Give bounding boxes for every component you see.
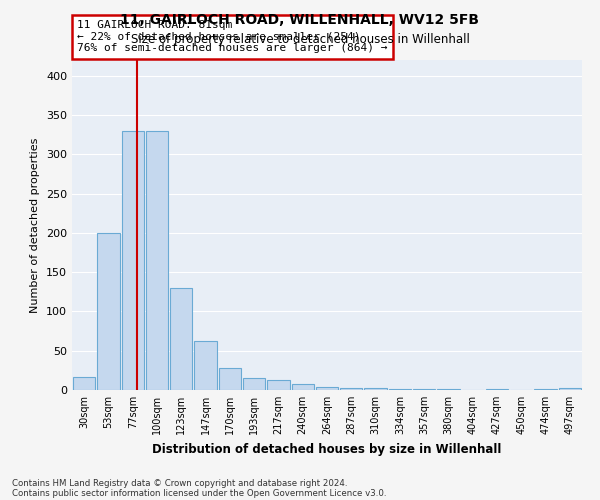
Text: Contains HM Land Registry data © Crown copyright and database right 2024.: Contains HM Land Registry data © Crown c… bbox=[12, 478, 347, 488]
Bar bbox=[122, 130, 144, 390]
Text: Size of property relative to detached houses in Willenhall: Size of property relative to detached ho… bbox=[131, 32, 469, 46]
Text: Contains public sector information licensed under the Open Government Licence v3: Contains public sector information licen… bbox=[12, 488, 386, 498]
Bar bbox=[97, 233, 119, 390]
Text: 11, GAIRLOCH ROAD, WILLENHALL, WV12 5FB: 11, GAIRLOCH ROAD, WILLENHALL, WV12 5FB bbox=[121, 12, 479, 26]
Bar bbox=[486, 389, 508, 390]
Y-axis label: Number of detached properties: Number of detached properties bbox=[31, 138, 40, 312]
Bar bbox=[413, 389, 436, 390]
Bar bbox=[389, 389, 411, 390]
Bar bbox=[194, 342, 217, 390]
Bar bbox=[73, 376, 95, 390]
Bar bbox=[146, 130, 168, 390]
Bar bbox=[437, 389, 460, 390]
Bar bbox=[316, 387, 338, 390]
Bar bbox=[364, 388, 387, 390]
Bar bbox=[218, 368, 241, 390]
Bar bbox=[267, 380, 290, 390]
Bar bbox=[170, 288, 193, 390]
X-axis label: Distribution of detached houses by size in Willenhall: Distribution of detached houses by size … bbox=[152, 442, 502, 456]
Bar bbox=[559, 388, 581, 390]
Text: 11 GAIRLOCH ROAD: 81sqm
← 22% of detached houses are smaller (254)
76% of semi-d: 11 GAIRLOCH ROAD: 81sqm ← 22% of detache… bbox=[77, 20, 388, 54]
Bar bbox=[243, 378, 265, 390]
Bar bbox=[340, 388, 362, 390]
Bar bbox=[292, 384, 314, 390]
Bar bbox=[535, 389, 557, 390]
